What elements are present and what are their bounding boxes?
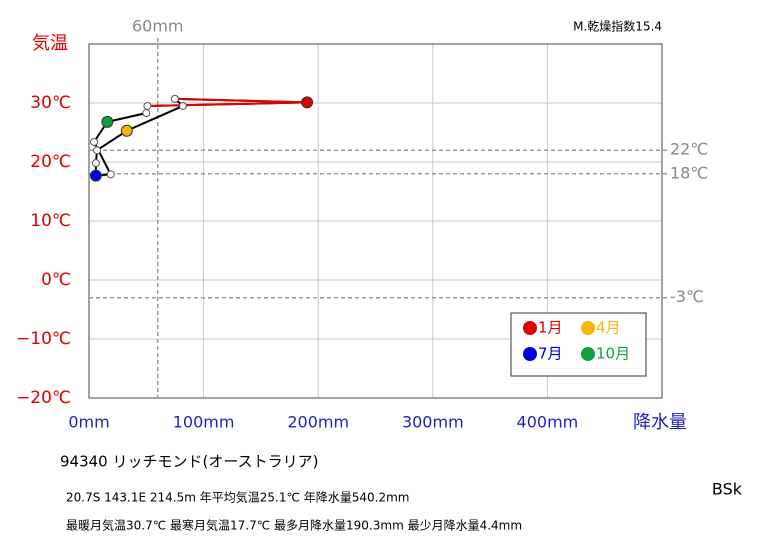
legend-marker bbox=[581, 321, 595, 335]
data-point bbox=[142, 109, 151, 118]
first-month-segment bbox=[174, 97, 308, 104]
x-tick-label: 100mm bbox=[173, 413, 235, 432]
legend-label: 10月 bbox=[596, 345, 630, 363]
x-tick-label: 0mm bbox=[68, 413, 109, 432]
x-tick-label: 200mm bbox=[287, 413, 349, 432]
data-point bbox=[120, 124, 133, 137]
legend-marker bbox=[523, 347, 537, 361]
data-point bbox=[89, 169, 102, 182]
legend-label: 1月 bbox=[538, 319, 563, 337]
data-point bbox=[143, 101, 152, 110]
info-line: 20.7S 143.1E 214.5m 年平均気温25.1℃ 年降水量540.2… bbox=[66, 490, 410, 505]
reference-label: -3℃ bbox=[670, 287, 704, 306]
data-point bbox=[301, 96, 314, 109]
data-point bbox=[90, 137, 99, 146]
reference-label: 60mm bbox=[132, 17, 184, 36]
info-line: 最暖月気温30.7℃ 最寒月気温17.7℃ 最多月降水量190.3mm 最少月降… bbox=[66, 518, 522, 533]
x-axis-label: 降水量 bbox=[633, 412, 687, 433]
y-axis-label: 気温 bbox=[32, 33, 68, 54]
y-tick-label: 0℃ bbox=[41, 270, 71, 290]
chart-title: 94340 リッチモンド(オーストラリア) bbox=[60, 453, 318, 471]
x-tick-label: 400mm bbox=[517, 413, 579, 432]
y-tick-label: 30℃ bbox=[30, 93, 71, 113]
data-point bbox=[178, 101, 187, 110]
first-month-segment bbox=[147, 101, 308, 107]
data-point bbox=[106, 170, 115, 179]
dryness-index: M.乾燥指数15.4 bbox=[573, 19, 662, 34]
data-point bbox=[101, 115, 114, 128]
legend-marker bbox=[523, 321, 537, 335]
reference-label: 22℃ bbox=[670, 140, 708, 159]
legend-label: 7月 bbox=[538, 345, 563, 363]
data-point bbox=[170, 94, 179, 103]
data-point bbox=[91, 159, 100, 168]
y-tick-label: 20℃ bbox=[30, 152, 71, 172]
climate-class: BSk bbox=[712, 480, 743, 499]
legend-marker bbox=[581, 347, 595, 361]
reference-label: 18℃ bbox=[670, 163, 708, 182]
data-point bbox=[93, 146, 102, 155]
y-tick-label: −20℃ bbox=[16, 388, 71, 408]
legend-label: 4月 bbox=[596, 319, 621, 337]
y-tick-label: 10℃ bbox=[30, 211, 71, 231]
x-tick-label: 300mm bbox=[402, 413, 464, 432]
y-tick-label: −10℃ bbox=[16, 329, 71, 349]
plot-frame bbox=[88, 43, 663, 399]
